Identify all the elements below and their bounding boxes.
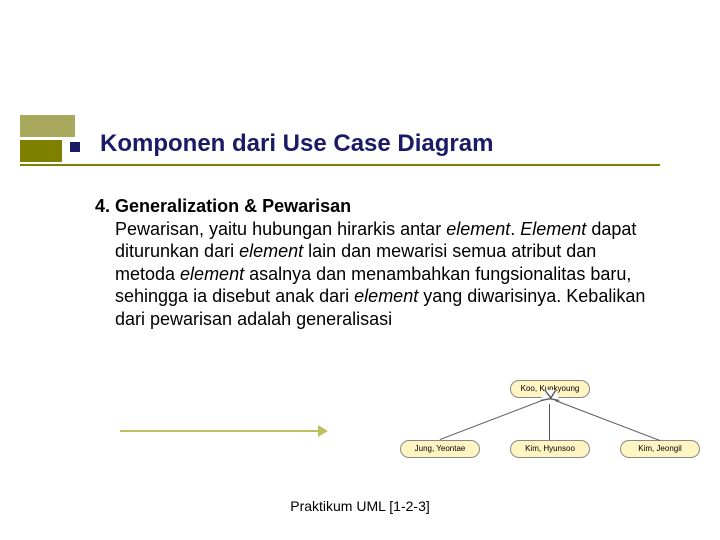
diagram-edge — [440, 399, 545, 440]
section-heading: Generalization & Pewarisan — [115, 196, 351, 216]
text: Pewarisan, yaitu hubungan hirarkis antar — [115, 219, 446, 239]
diagram-node: Jung, Yeontae — [400, 440, 480, 458]
section-paragraph: Pewarisan, yaitu hubungan hirarkis antar… — [115, 218, 655, 331]
decor-block-2 — [20, 140, 62, 162]
diagram-edge — [555, 400, 660, 441]
section-number: 4. — [95, 196, 110, 216]
text-italic: element — [354, 286, 418, 306]
text-italic: Element — [520, 219, 586, 239]
text-italic: element — [446, 219, 510, 239]
decor-block-1 — [20, 115, 75, 137]
text-italic: element — [239, 241, 303, 261]
slide-footer: Praktikum UML [1-2-3] — [0, 498, 720, 514]
generalization-diagram: Koo, KunkyoungJung, YeontaeKim, HyunsooK… — [370, 380, 690, 500]
slide-title: Komponen dari Use Case Diagram — [100, 130, 493, 158]
diagram-node: Kim, Hyunsoo — [510, 440, 590, 458]
text: . — [510, 219, 520, 239]
text-italic: element — [180, 264, 244, 284]
title-underline — [20, 164, 660, 166]
diagram-edge — [549, 404, 550, 440]
title-bullet — [70, 142, 80, 152]
diagram-node: Kim, Jeongil — [620, 440, 700, 458]
slide-body: 4. Generalization & Pewarisan Pewarisan,… — [95, 195, 655, 330]
arrow-icon — [120, 430, 320, 432]
